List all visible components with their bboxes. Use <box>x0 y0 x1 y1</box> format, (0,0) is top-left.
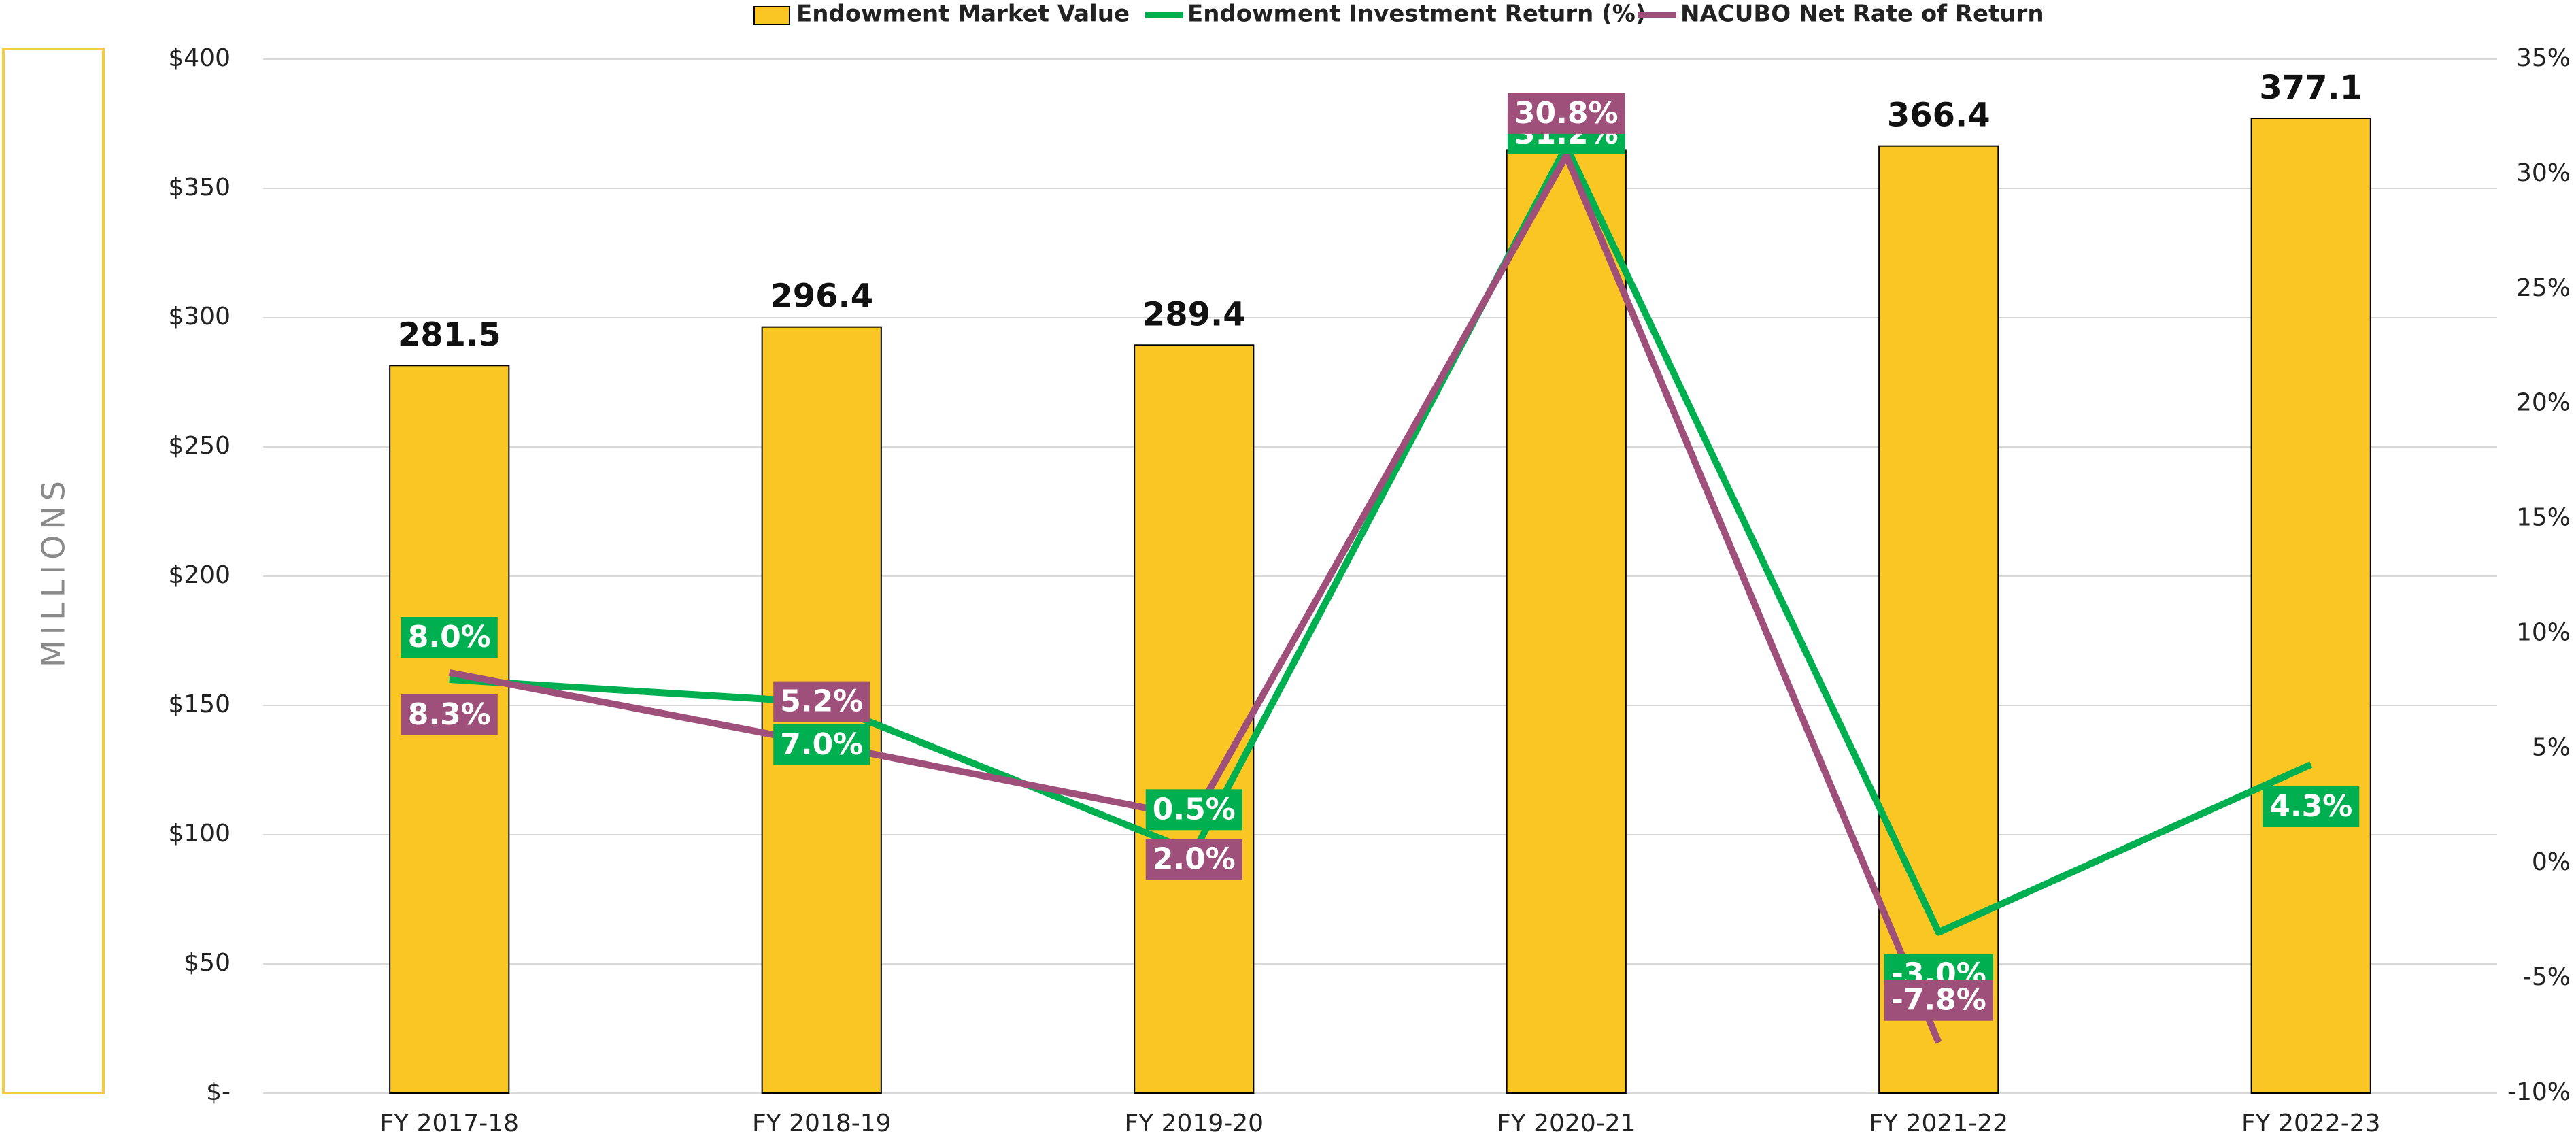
y2-tick-label: -10% <box>2507 1078 2571 1106</box>
bar-value-label: 377.1 <box>2259 69 2362 107</box>
y2-tick-label: 0% <box>2532 848 2571 876</box>
x-tick-label: FY 2017-18 <box>379 1109 519 1137</box>
y2-tick-label: 15% <box>2516 504 2571 532</box>
y-tick-label: $400 <box>168 44 231 72</box>
y2-tick-label: 25% <box>2516 274 2571 302</box>
legend-swatch <box>753 6 790 25</box>
data-label-box <box>1145 789 1242 831</box>
data-label-box <box>1507 93 1625 134</box>
bar-value-label: 296.4 <box>770 278 873 316</box>
bar-value-label: 289.4 <box>1142 295 1246 333</box>
y2-tick-label: 20% <box>2516 389 2571 417</box>
y-tick-label: $300 <box>168 303 231 331</box>
y-tick-label: $100 <box>168 820 231 848</box>
y-axis-label: MILLIONS <box>35 475 72 667</box>
x-tick-label: FY 2018-19 <box>752 1109 892 1137</box>
y2-tick-label: 35% <box>2516 44 2571 72</box>
y-tick-label: $50 <box>184 949 231 977</box>
data-label-box <box>773 724 870 765</box>
y-tick-label: $- <box>206 1078 231 1106</box>
data-label: 0.5% <box>1153 792 1236 826</box>
y-tick-label: $150 <box>168 690 231 718</box>
data-label: 2.0% <box>1153 842 1236 877</box>
data-label-box <box>401 617 498 658</box>
y-tick-label: $200 <box>168 561 231 589</box>
data-label: 30.8% <box>1514 96 1619 131</box>
data-label-box <box>773 681 870 722</box>
bar <box>2250 118 2371 1094</box>
bar-value-label: 281.5 <box>398 316 501 354</box>
y2-tick-label: 30% <box>2516 159 2571 187</box>
data-label-box <box>401 694 498 735</box>
line <box>449 143 2313 936</box>
y-label-box <box>2 48 105 1094</box>
data-label: 8.0% <box>408 620 491 654</box>
legend-label: Endowment Investment Return (%) <box>1187 1 1646 28</box>
legend-label: NACUBO Net Rate of Return <box>1680 1 2044 28</box>
data-label: -7.8% <box>1891 983 1986 1018</box>
data-label-box <box>2263 786 2360 827</box>
bar-value-label: 366.4 <box>1887 97 1990 135</box>
x-tick-label: FY 2020-21 <box>1497 1109 1636 1137</box>
y2-tick-label: -5% <box>2523 963 2571 991</box>
x-tick-label: FY 2021-22 <box>1869 1109 2008 1137</box>
x-tick-label: FY 2019-20 <box>1124 1109 1264 1137</box>
bar <box>1506 149 1627 1094</box>
y2-tick-label: 5% <box>2532 733 2571 761</box>
data-label: 8.3% <box>408 697 491 732</box>
data-label: 4.3% <box>2269 789 2352 824</box>
bar <box>1134 344 1255 1094</box>
x-tick-label: FY 2022-23 <box>2241 1109 2381 1137</box>
data-label: 5.2% <box>780 684 863 719</box>
data-label: 7.0% <box>780 727 863 762</box>
legend-label: Endowment Market Value <box>796 1 1130 28</box>
y2-tick-label: 10% <box>2516 618 2571 646</box>
y-tick-label: $250 <box>168 432 231 460</box>
data-label-box <box>1884 980 1993 1021</box>
y-tick-label: $350 <box>168 173 231 201</box>
data-label-box <box>1145 839 1242 880</box>
